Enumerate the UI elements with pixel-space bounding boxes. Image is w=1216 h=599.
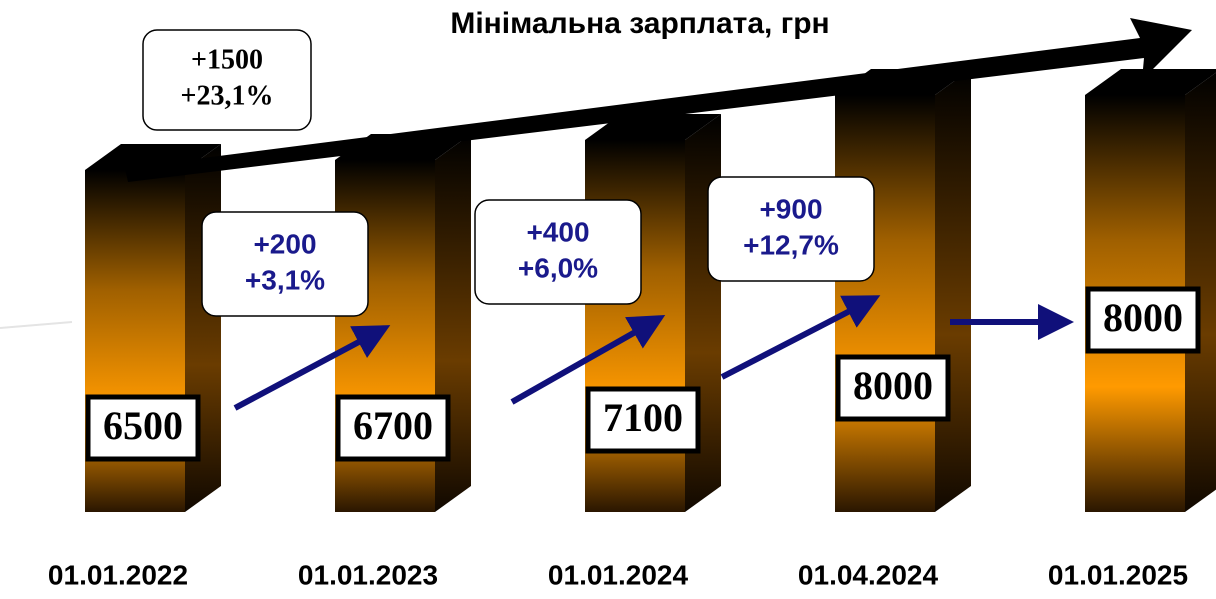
value-box <box>1085 286 1201 354</box>
value-label: 6500 <box>103 403 183 448</box>
bar <box>835 69 971 512</box>
x-tick-label: 01.04.2024 <box>798 559 939 590</box>
change-label: +900 <box>759 193 822 224</box>
change-label: +3,1% <box>245 264 325 295</box>
value-box <box>835 354 951 422</box>
x-tick-label: 01.01.2025 <box>1048 559 1188 590</box>
bar-front <box>835 95 935 512</box>
value-label: 7100 <box>603 395 683 440</box>
change-arrow <box>720 295 881 380</box>
overlay: 6500 01.01.2022 6700 01.01.2023 7100 01.01.20… <box>48 29 1201 590</box>
change-box <box>474 199 642 305</box>
value-label: 8000 <box>1103 295 1183 340</box>
change-label: +400 <box>526 216 589 247</box>
value-box <box>85 394 201 462</box>
value-label: 8000 <box>853 363 933 408</box>
trend-arrow <box>125 18 1192 182</box>
change-arrow <box>233 325 391 411</box>
bar-front <box>585 140 685 512</box>
value-box <box>585 386 701 454</box>
change-box <box>707 176 875 282</box>
chart-title: Мінімальна зарплата, грн <box>450 7 829 40</box>
change-label: +23,1% <box>181 80 274 111</box>
change-arrow <box>510 315 666 405</box>
change-box <box>142 29 312 131</box>
value-label: 6700 <box>353 403 433 448</box>
change-box <box>201 211 369 317</box>
change-label: +200 <box>253 228 316 259</box>
change-label: +12,7% <box>743 229 839 260</box>
x-tick-label: 01.01.2022 <box>48 559 188 590</box>
decor-line <box>0 321 73 329</box>
x-tick-label: 01.01.2024 <box>548 559 689 590</box>
value-box <box>335 394 451 462</box>
change-label: +1500 <box>191 44 263 75</box>
bar-side <box>935 69 971 512</box>
bar-top <box>1085 69 1216 95</box>
x-tick-label: 01.01.2023 <box>298 559 438 590</box>
change-label: +6,0% <box>518 252 598 283</box>
